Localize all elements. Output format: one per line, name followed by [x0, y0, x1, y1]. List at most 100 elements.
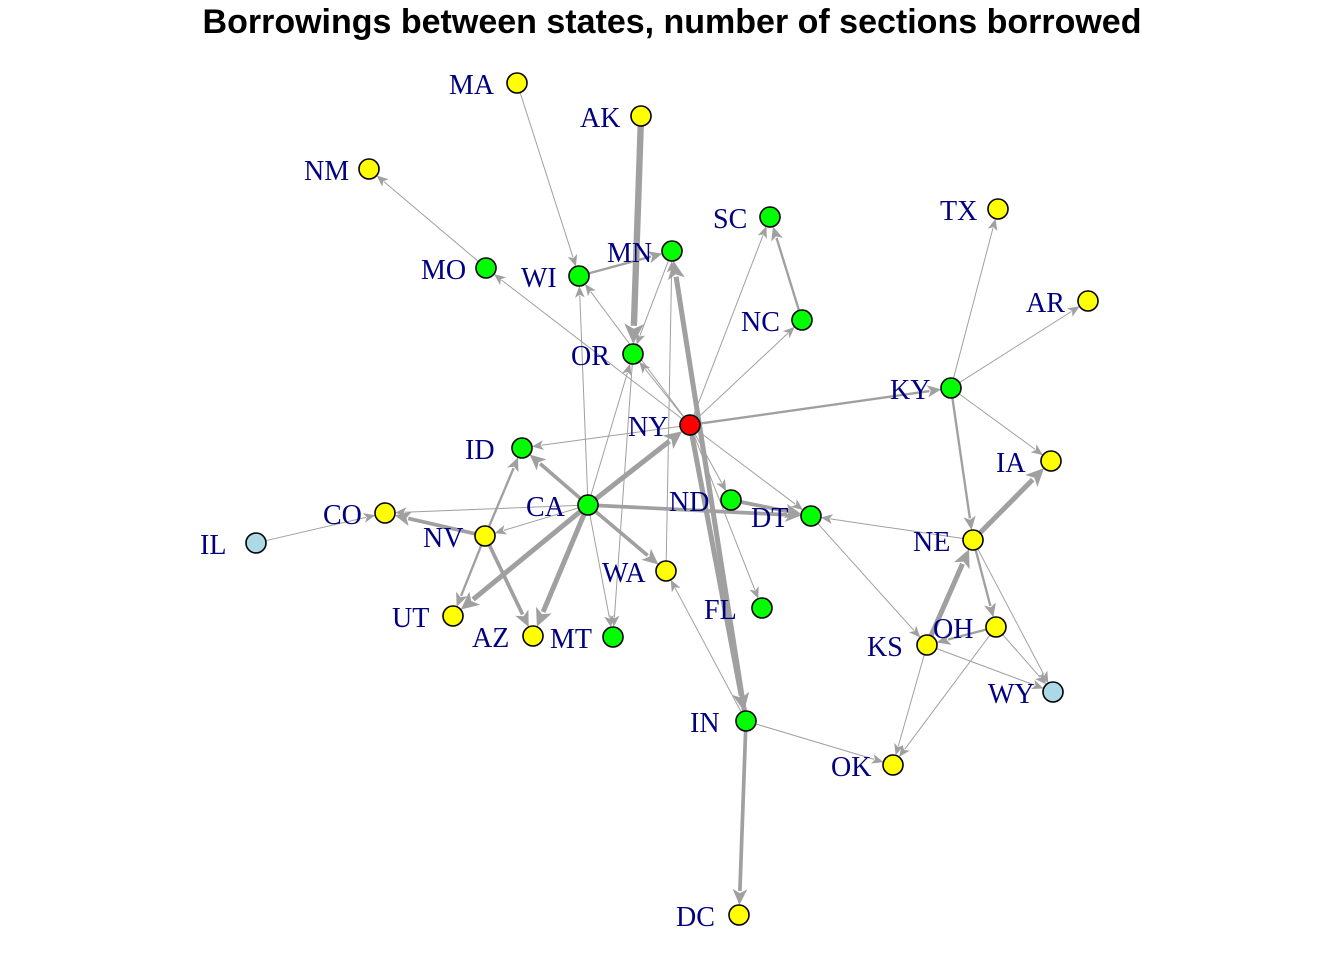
edge-line — [738, 730, 748, 892]
edge-line — [519, 92, 574, 258]
edge-arrowhead — [636, 332, 646, 345]
node-wy — [1042, 681, 1064, 703]
node-co — [374, 502, 396, 524]
edge-line — [953, 227, 994, 379]
node-nd — [720, 489, 742, 511]
edge-ca-wi — [575, 286, 589, 496]
diagram-title: Borrowings between states, number of sec… — [202, 3, 1142, 41]
edge-arrowhead — [1035, 672, 1047, 685]
edge-ca-nv — [494, 507, 579, 535]
edge-arrowhead — [575, 286, 585, 298]
labels-layer: MA AK NM SC TX MN WI MO AR NC OR KY NY ID IA CA ND DT CO NE… — [200, 70, 1065, 933]
edge-ky-ar — [959, 306, 1080, 384]
node-label-oh: OH — [933, 614, 973, 645]
edge-oh-ks — [936, 628, 987, 645]
node-label-ok: OK — [831, 752, 871, 783]
edge-oh-wy — [1002, 634, 1047, 685]
edge-arrowhead — [662, 431, 683, 450]
edge-mn-or — [636, 260, 669, 345]
edge-arrowhead — [963, 515, 976, 531]
edge-line — [958, 393, 1036, 450]
edge-line — [697, 430, 796, 505]
node-or — [622, 343, 644, 365]
edge-line — [974, 549, 992, 607]
node-tx — [987, 198, 1009, 220]
edge-line — [265, 516, 367, 542]
edge-ne-wy — [977, 548, 1049, 684]
node-label-ak: AK — [580, 103, 620, 134]
edge-arrowhead — [536, 606, 552, 627]
edge-line — [540, 513, 587, 613]
node-label-ca: CA — [526, 492, 566, 523]
edge-nv-id — [487, 457, 519, 528]
edge-line — [978, 477, 1035, 535]
edge-ny-in — [689, 434, 750, 712]
edge-arrowhead — [899, 744, 910, 757]
edge-ny-dt — [697, 430, 803, 510]
edge-ny-ky — [699, 385, 942, 425]
edge-ca-ny — [594, 431, 683, 501]
edge-arrowhead — [771, 226, 783, 242]
node-oh — [985, 616, 1007, 638]
edge-line — [407, 516, 476, 536]
node-nv — [474, 525, 496, 547]
edge-nv-ut — [456, 544, 483, 607]
edge-ny-nc — [696, 326, 795, 419]
node-dc — [728, 904, 750, 926]
edge-wi-mn — [588, 251, 663, 275]
node-mt — [602, 626, 624, 648]
edge-line — [460, 544, 483, 597]
edge-ca-ut — [460, 509, 582, 610]
node-label-az: AZ — [472, 623, 509, 654]
edge-line — [830, 518, 964, 539]
edge-arrowhead — [494, 525, 508, 535]
edge-mo-nm — [376, 175, 479, 262]
edge-line — [1002, 634, 1041, 678]
edge-line — [977, 548, 1045, 675]
edge-line — [674, 588, 742, 713]
edge-line — [897, 654, 925, 747]
node-ny — [679, 414, 701, 436]
edge-ks-wy — [936, 648, 1044, 689]
edge-arrowhead — [667, 260, 685, 281]
edge-arrowhead — [784, 503, 802, 519]
edge-line — [589, 514, 610, 618]
node-nc — [791, 309, 813, 331]
node-in — [735, 710, 757, 732]
edge-line — [951, 397, 972, 519]
edge-ks-ok — [894, 654, 925, 756]
edge-arrowhead — [604, 614, 614, 628]
edge-line — [936, 648, 1035, 686]
node-label-or: OR — [571, 341, 610, 372]
edge-line — [594, 439, 672, 501]
edge-arrowhead — [716, 478, 727, 492]
node-label-wy: WY — [988, 679, 1035, 710]
edge-arrowhead — [732, 888, 748, 905]
edge-arrowhead — [1025, 468, 1044, 487]
node-label-ky: KY — [890, 375, 930, 406]
node-label-ar: AR — [1026, 288, 1065, 319]
edge-line — [699, 389, 930, 425]
edge-arrowhead — [984, 602, 996, 618]
node-wi — [568, 265, 590, 287]
node-label-il: IL — [200, 530, 226, 561]
edge-arrowhead — [585, 284, 596, 297]
node-ar — [1077, 290, 1099, 312]
edge-ma-wi — [519, 92, 578, 267]
edge-arrowhead — [460, 591, 481, 610]
node-label-ut: UT — [392, 603, 429, 634]
node-label-wa: WA — [602, 558, 646, 589]
nodes-layer — [245, 72, 1099, 926]
edge-arrowhead — [394, 511, 412, 526]
node-label-id: ID — [465, 435, 495, 466]
node-nm — [358, 158, 380, 180]
edge-arrowhead — [647, 251, 663, 264]
edge-arrowhead — [376, 175, 389, 187]
edge-arrowhead — [987, 218, 998, 232]
edge-line — [755, 723, 875, 760]
edge-arrowhead — [666, 261, 677, 273]
node-label-ne: NE — [913, 527, 950, 558]
node-label-mn: MN — [607, 238, 652, 269]
edge-line — [639, 260, 669, 336]
